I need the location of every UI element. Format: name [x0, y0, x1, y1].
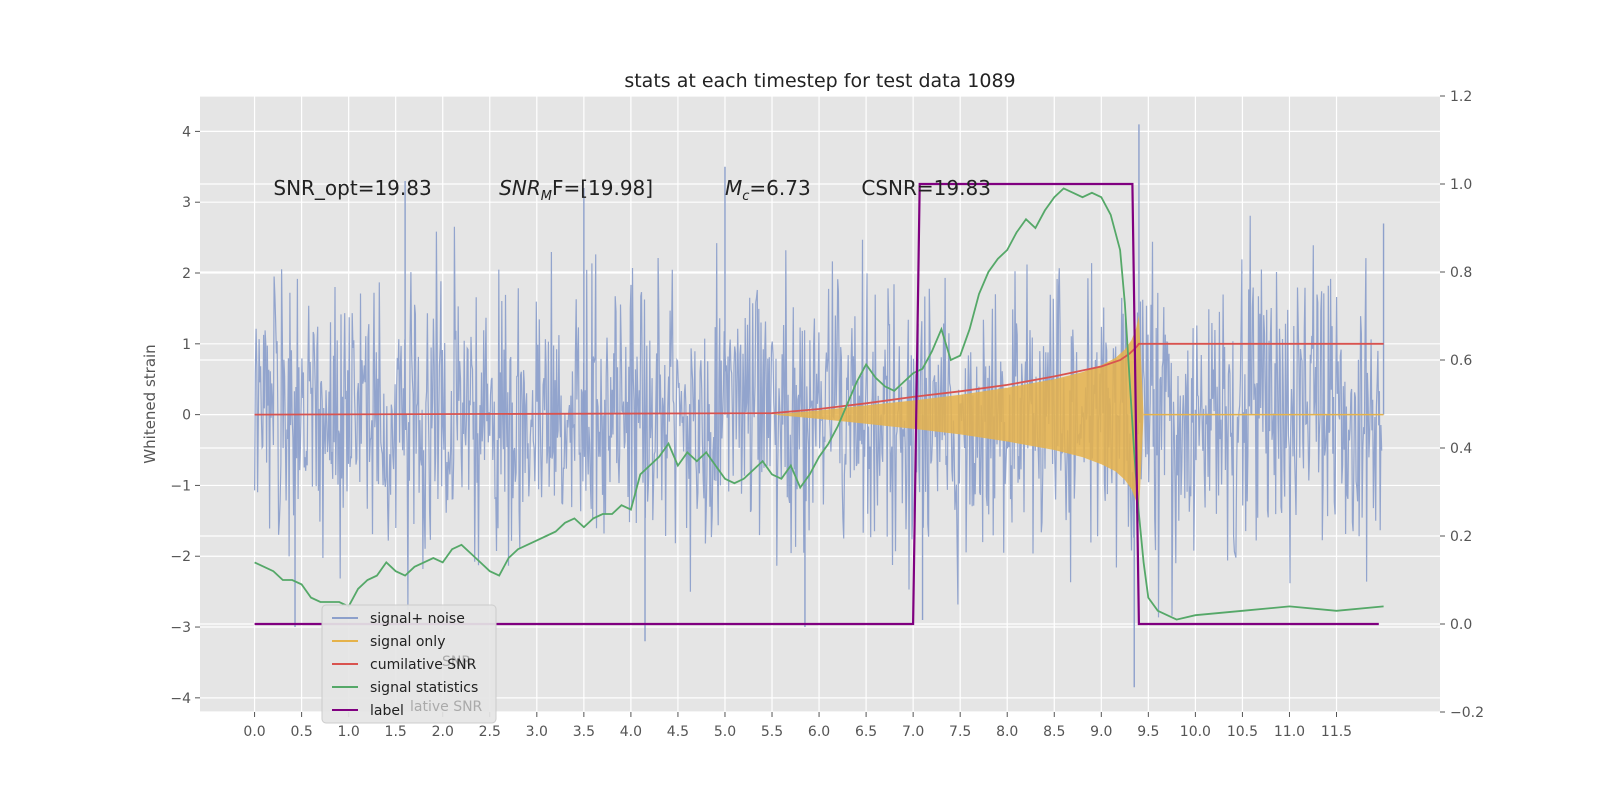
- legend-entry: signal+ noise: [370, 611, 465, 627]
- x-tick-label: 8.5: [1043, 724, 1065, 740]
- x-tick-label: 7.5: [949, 724, 971, 740]
- x-tick-label: 3.5: [573, 724, 595, 740]
- x-tick-label: 6.0: [808, 724, 830, 740]
- x-tick-label: 0.5: [290, 724, 312, 740]
- annotation-text: SNRMF=[19.98]: [499, 176, 653, 204]
- y-axis-label: Whitened strain: [141, 344, 159, 463]
- y-tick-label: 4: [182, 124, 191, 140]
- signal-noise-line: [254, 215, 1383, 618]
- x-tick-label: 10.5: [1227, 724, 1258, 740]
- x-tick-label: 8.0: [996, 724, 1018, 740]
- y2-tick-label: 1.2: [1450, 89, 1472, 105]
- x-tick-label: 5.0: [714, 724, 736, 740]
- series-layer: [254, 124, 1385, 688]
- x-tick-label: 2.5: [479, 724, 501, 740]
- legend-ghost-text: lative SNR: [410, 699, 483, 715]
- x-tick-label: 0.0: [243, 724, 265, 740]
- legend-entry: signal statistics: [370, 680, 478, 696]
- x-tick-label: 9.0: [1090, 724, 1112, 740]
- x-tick-label: 7.0: [902, 724, 924, 740]
- y-tick-label: 2: [182, 266, 191, 282]
- y2-tick-label: 0.0: [1450, 617, 1472, 633]
- legend-box: [321, 604, 497, 724]
- y2-tick-label: 0.2: [1450, 529, 1472, 545]
- y2-tick-label: −0.2: [1450, 705, 1484, 721]
- label-line: [254, 182, 1379, 626]
- y2-tick-label: 1.0: [1450, 177, 1472, 193]
- y2-tick-label: 0.4: [1450, 441, 1472, 457]
- legend-entry: signal only: [370, 634, 445, 650]
- signal-only-envelope: [772, 315, 1384, 514]
- x-tick-label: 5.5: [761, 724, 783, 740]
- annotations: SNR_opt=19.83 SNRMF=[19.98] Mc=6.73 CSNR=19…: [273, 176, 991, 204]
- signal-statistics-line: [254, 187, 1384, 621]
- annotation-text: CSNR=19.83: [861, 176, 991, 200]
- x-tick-label: 9.5: [1137, 724, 1159, 740]
- annotation-text: Mc=6.73: [725, 176, 811, 204]
- y-tick-label: 1: [182, 337, 191, 353]
- x-tick-label: 1.5: [385, 724, 407, 740]
- y-tick-label: −4: [170, 691, 191, 707]
- legend-entry: cumilative SNR: [370, 657, 477, 673]
- y-tick-label: −3: [170, 620, 191, 636]
- y2-tick-label: 0.6: [1450, 353, 1472, 369]
- legend-ghost-text: SNR: [442, 654, 471, 670]
- y2-tick-label: 0.8: [1450, 265, 1472, 281]
- y-tick-label: 0: [182, 408, 191, 424]
- x-tick-label: 4.0: [620, 724, 642, 740]
- x-tick-label: 2.0: [432, 724, 454, 740]
- axes: 0.0 0.5 1.0 1.5 2.0 2.5 3.0 3.5 4.0 4.5 5.0 5.5 6.0 6…: [170, 89, 1484, 740]
- x-tick-label: 11.5: [1321, 724, 1352, 740]
- x-tick-label: 10.0: [1180, 724, 1211, 740]
- y-tick-label: −2: [170, 549, 191, 565]
- legend: lative SNR SNR signal+ noise signal only cum…: [321, 604, 497, 724]
- y-tick-label: 3: [182, 195, 191, 211]
- y-tick-label: −1: [170, 478, 191, 494]
- x-tick-label: 4.5: [667, 724, 689, 740]
- annotation-text: SNR_opt=19.83: [273, 176, 431, 200]
- chart-title: stats at each timestep for test data 108…: [624, 70, 1015, 92]
- x-tick-label: 1.0: [338, 724, 360, 740]
- x-tick-label: 6.5: [855, 724, 877, 740]
- x-tick-label: 11.0: [1274, 724, 1305, 740]
- legend-entry: label: [370, 703, 404, 719]
- x-tick-label: 3.0: [526, 724, 548, 740]
